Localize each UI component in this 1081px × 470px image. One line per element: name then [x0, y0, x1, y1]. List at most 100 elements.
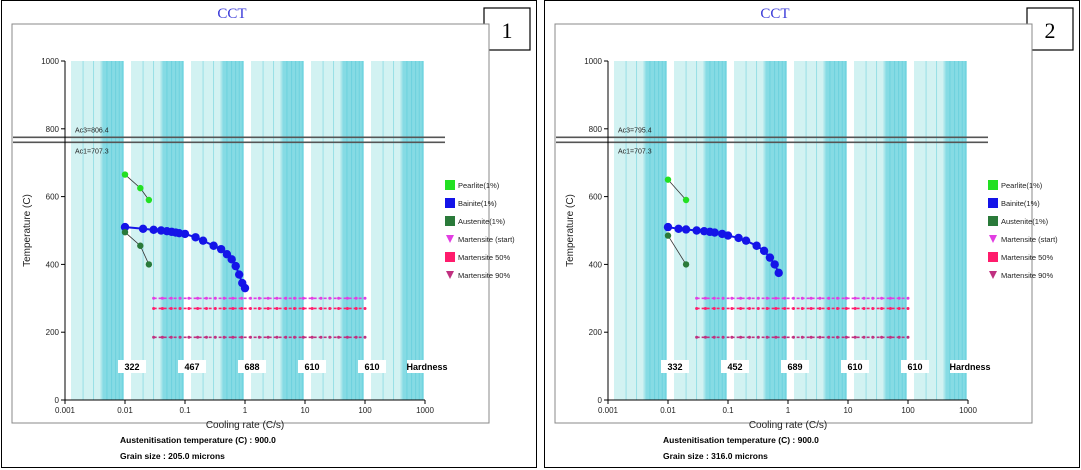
- x-tick-label: 1000: [416, 406, 434, 415]
- point-martensite-90: [178, 335, 182, 339]
- point-martensite-90: [783, 335, 787, 339]
- point-martensite-90: [747, 335, 751, 339]
- point-bainite-1: [231, 261, 240, 271]
- x-tick-label: 0.01: [117, 406, 133, 415]
- hardness-box: [298, 360, 326, 373]
- band-cyan: [282, 61, 304, 400]
- point-martensite-50: [240, 306, 244, 310]
- series: [663, 176, 910, 339]
- series: [120, 171, 367, 339]
- hardness-box: [901, 360, 929, 373]
- hardness-label-box: [407, 360, 447, 373]
- point-martensite-50: [319, 306, 323, 310]
- point-martensite-start: [774, 296, 778, 300]
- legend-swatch: [988, 180, 998, 190]
- point-martensite-50: [774, 306, 778, 310]
- point-martensite-50: [293, 306, 297, 310]
- point-martensite-50: [275, 306, 279, 310]
- point-bainite-1: [216, 244, 226, 254]
- hardness-value: 610: [847, 362, 862, 372]
- point-martensite-start: [196, 296, 200, 300]
- point-martensite-90: [345, 335, 349, 339]
- band-cyan: [645, 61, 667, 400]
- band-cyan: [342, 61, 364, 400]
- point-martensite-90: [222, 335, 226, 339]
- point-bainite-1: [774, 268, 783, 278]
- point-bainite-1: [138, 224, 148, 234]
- series-line-austenite-1: [667, 235, 687, 265]
- y-tick-label: 0: [55, 396, 60, 405]
- point-martensite-50: [213, 306, 217, 310]
- panel-number-frame: [1026, 7, 1074, 51]
- point-bainite-1: [741, 236, 751, 245]
- cct-chart-1: CCT 1 322 467 688 610 610 Hardness Ac3=806.4 Ac1=…: [11, 6, 531, 461]
- point-martensite-90: [844, 335, 848, 339]
- hardness-label: Hardness: [406, 362, 447, 372]
- point-martensite-start: [249, 296, 253, 300]
- x-tick-label: 100: [358, 406, 372, 415]
- hardness-box: [238, 360, 266, 373]
- cct-chart-2: CCT 2 332 452 689 610 610 Hardness Ac3=795.4 Ac1=…: [554, 6, 1074, 461]
- footer-austenitisation: Austenitisation temperature (C) : 900.0: [663, 435, 819, 445]
- point-martensite-90: [152, 335, 156, 339]
- hardness-box: [118, 360, 146, 373]
- point-martensite-50: [169, 306, 173, 310]
- point-martensite-50: [827, 306, 831, 310]
- point-martensite-start: [240, 296, 244, 300]
- legend-label: Martensite 90%: [458, 271, 510, 280]
- point-martensite-start: [730, 296, 734, 300]
- point-martensite-50: [712, 306, 716, 310]
- y-tick-label: 800: [46, 125, 60, 134]
- point-martensite-start: [739, 296, 743, 300]
- point-martensite-start: [809, 296, 813, 300]
- point-austenite-1: [682, 261, 690, 268]
- point-martensite-90: [275, 335, 279, 339]
- point-martensite-90: [354, 335, 358, 339]
- point-martensite-start: [827, 296, 831, 300]
- point-martensite-50: [756, 306, 760, 310]
- hardness-label: Hardness: [949, 362, 990, 372]
- point-martensite-start: [169, 296, 173, 300]
- point-martensite-50: [844, 306, 848, 310]
- point-martensite-start: [178, 296, 182, 300]
- point-martensite-50: [695, 306, 699, 310]
- point-martensite-50: [301, 306, 305, 310]
- point-martensite-start: [301, 296, 305, 300]
- y-tick-label: 1000: [584, 57, 602, 66]
- point-martensite-90: [765, 335, 769, 339]
- band-cyan: [102, 61, 124, 400]
- point-martensite-start: [345, 296, 349, 300]
- point-martensite-90: [293, 335, 297, 339]
- point-martensite-50: [249, 306, 253, 310]
- point-martensite-90: [853, 335, 857, 339]
- point-martensite-90: [712, 335, 716, 339]
- point-bainite-1: [198, 236, 208, 245]
- point-martensite-start: [756, 296, 760, 300]
- point-bainite-1: [663, 222, 673, 232]
- footer-grain-size: Grain size : 316.0 microns: [663, 451, 768, 461]
- hardness-value: 610: [364, 362, 379, 372]
- point-martensite-50: [204, 306, 208, 310]
- point-martensite-50: [809, 306, 813, 310]
- point-martensite-start: [853, 296, 857, 300]
- hardness-box: [781, 360, 809, 373]
- point-martensite-50: [178, 306, 182, 310]
- point-martensite-50: [222, 306, 226, 310]
- point-martensite-50: [337, 306, 341, 310]
- y-axis-label: Temperature (C): [565, 194, 576, 267]
- y-tick-label: 800: [589, 125, 603, 134]
- ref-line-label: Ac1=707.3: [618, 148, 652, 155]
- point-martensite-start: [747, 296, 751, 300]
- legend-label: Martensite (start): [458, 235, 515, 244]
- point-martensite-start: [765, 296, 769, 300]
- point-martensite-90: [266, 335, 270, 339]
- legend-label: Pearlite(1%): [458, 181, 500, 190]
- point-martensite-90: [160, 335, 164, 339]
- point-martensite-90: [703, 335, 707, 339]
- point-martensite-90: [213, 335, 217, 339]
- point-martensite-90: [809, 335, 813, 339]
- point-martensite-90: [836, 335, 840, 339]
- point-martensite-90: [862, 335, 866, 339]
- legend-swatch: [445, 216, 455, 226]
- point-martensite-50: [792, 306, 796, 310]
